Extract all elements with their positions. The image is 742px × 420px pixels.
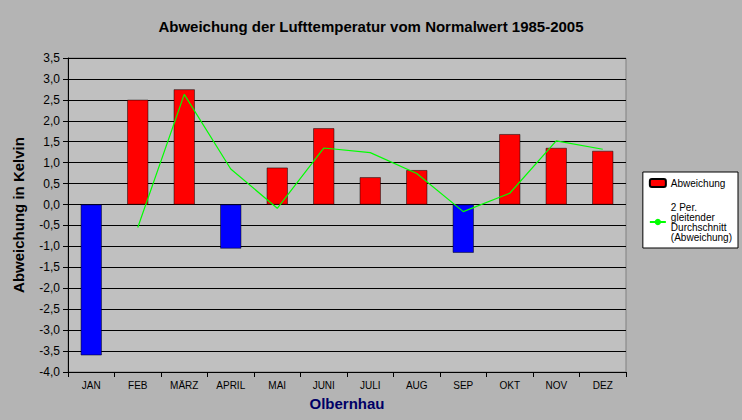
svg-text:JUNI: JUNI — [313, 380, 335, 391]
svg-text:-0,5: -0,5 — [39, 218, 60, 232]
svg-text:APRIL: APRIL — [216, 380, 245, 391]
svg-text:SEP: SEP — [453, 380, 473, 391]
svg-text:2,5: 2,5 — [43, 93, 60, 107]
svg-text:(Abweichung): (Abweichung) — [671, 232, 732, 243]
svg-text:MÄRZ: MÄRZ — [170, 380, 198, 391]
svg-text:-2,0: -2,0 — [39, 281, 60, 295]
svg-text:DEZ: DEZ — [593, 380, 613, 391]
svg-text:Abweichung: Abweichung — [671, 178, 725, 189]
svg-text:JULI: JULI — [360, 380, 381, 391]
svg-text:0,5: 0,5 — [43, 177, 60, 191]
svg-text:-1,5: -1,5 — [39, 260, 60, 274]
svg-text:1,0: 1,0 — [43, 156, 60, 170]
svg-text:3,0: 3,0 — [43, 72, 60, 86]
svg-text:0,0: 0,0 — [43, 198, 60, 212]
svg-text:1,5: 1,5 — [43, 135, 60, 149]
svg-text:Abweichung der Lufttemperatur: Abweichung der Lufttemperatur vom Normal… — [158, 18, 583, 35]
svg-text:-3,0: -3,0 — [39, 323, 60, 337]
svg-text:Olbernhau: Olbernhau — [309, 395, 384, 412]
svg-text:AUG: AUG — [406, 380, 428, 391]
svg-text:2 Per.: 2 Per. — [670, 201, 700, 213]
svg-text:Durchschnitt: Durchschnitt — [670, 221, 730, 233]
svg-text:gleitender: gleitender — [670, 211, 718, 223]
svg-text:OKT: OKT — [499, 380, 520, 391]
svg-text:FEB: FEB — [128, 380, 148, 391]
svg-text:-1,0: -1,0 — [39, 239, 60, 253]
svg-text:MAI: MAI — [268, 380, 286, 391]
svg-text:-2,5: -2,5 — [39, 302, 60, 316]
svg-text:2,0: 2,0 — [43, 114, 60, 128]
svg-text:-4,0: -4,0 — [39, 365, 60, 379]
svg-text:JAN: JAN — [82, 380, 101, 391]
svg-text:-3,5: -3,5 — [39, 344, 60, 358]
svg-text:Abweichung in Kelvin: Abweichung in Kelvin — [10, 137, 27, 293]
svg-text:3,5: 3,5 — [43, 51, 60, 65]
svg-text:NOV: NOV — [545, 380, 567, 391]
